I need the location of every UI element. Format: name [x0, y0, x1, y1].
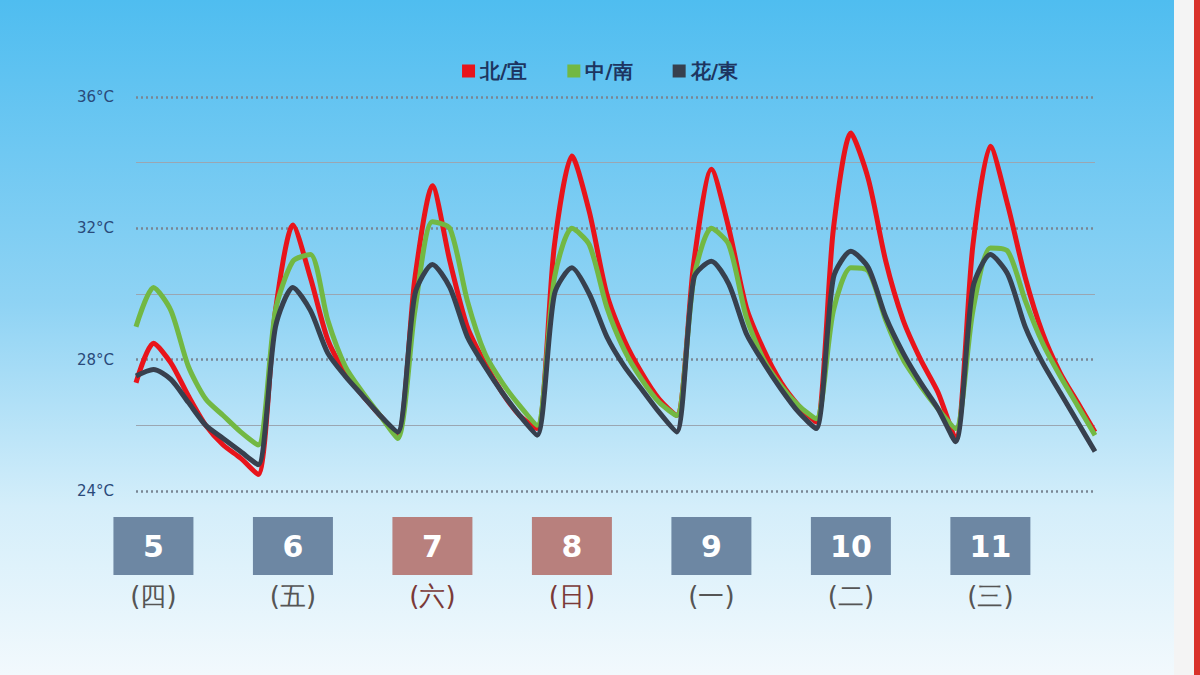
svg-text:北/宜: 北/宜 [479, 59, 527, 83]
svg-text:6: 6 [282, 529, 303, 564]
svg-text:(二): (二) [828, 581, 874, 611]
svg-text:(六): (六) [409, 581, 455, 611]
svg-text:7: 7 [422, 529, 443, 564]
svg-text:中/南: 中/南 [585, 59, 632, 83]
svg-text:36°C: 36°C [77, 88, 114, 106]
svg-text:(五): (五) [270, 581, 316, 611]
svg-text:11: 11 [970, 529, 1012, 564]
svg-text:24°C: 24°C [77, 482, 114, 500]
svg-text:28°C: 28°C [77, 351, 114, 369]
svg-text:(一): (一) [688, 581, 734, 611]
svg-text:32°C: 32°C [77, 219, 114, 237]
svg-text:花/東: 花/東 [690, 59, 738, 83]
svg-text:5: 5 [143, 529, 164, 564]
svg-text:9: 9 [701, 529, 722, 564]
svg-text:10: 10 [830, 529, 872, 564]
svg-text:(日): (日) [549, 581, 595, 611]
svg-text:(三): (三) [967, 581, 1013, 611]
svg-text:8: 8 [561, 529, 582, 564]
svg-text:(四): (四) [130, 581, 176, 611]
